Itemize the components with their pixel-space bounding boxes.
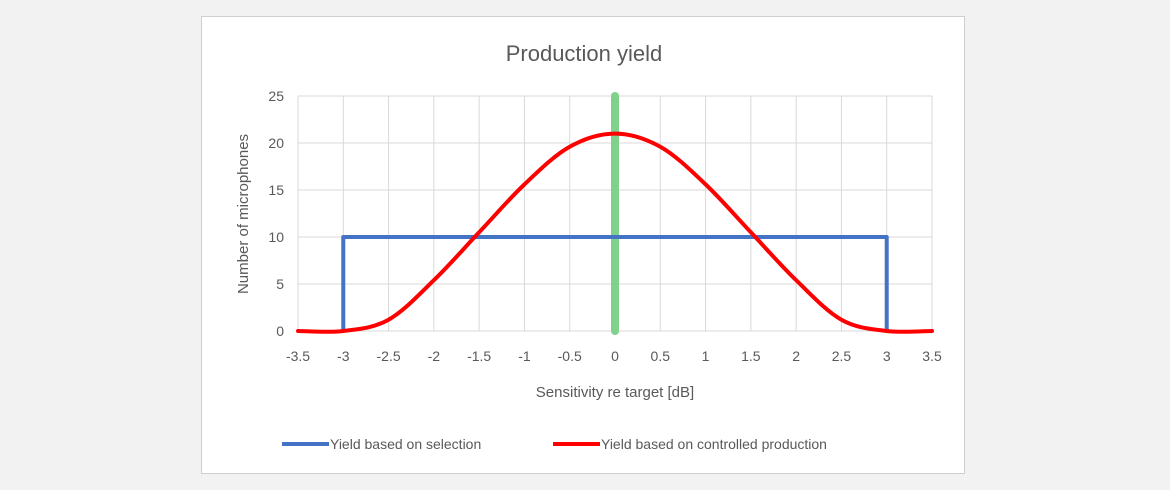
x-tick-label: -1 — [518, 348, 531, 364]
x-tick-label: 1 — [702, 348, 710, 364]
x-axis-ticks: -3.5 -3 -2.5 -2 -1.5 -1 -0.5 0 0.5 1 1.5 2 2.5 3 3.5 — [286, 348, 942, 364]
x-tick-label: 3 — [883, 348, 891, 364]
legend-label-controlled-production: Yield based on controlled production — [601, 436, 827, 452]
y-tick-label: 5 — [276, 276, 284, 292]
legend-label-selection: Yield based on selection — [330, 436, 481, 452]
x-tick-label: -2.5 — [377, 348, 401, 364]
y-tick-label: 0 — [276, 323, 284, 339]
x-tick-label: 2.5 — [832, 348, 852, 364]
y-tick-label: 10 — [268, 229, 284, 245]
x-tick-label: -3 — [337, 348, 350, 364]
series-line-controlled-production — [296, 131, 934, 334]
y-tick-label: 25 — [268, 88, 284, 104]
chart-title: Production yield — [506, 41, 663, 66]
x-tick-label: -0.5 — [558, 348, 582, 364]
y-tick-label: 15 — [268, 182, 284, 198]
y-axis-label: Number of microphones — [235, 134, 252, 294]
x-tick-label: 0 — [611, 348, 619, 364]
chart-frame: Production yield 0 5 10 15 20 25 -3.5 -3 -2.5 -2… — [201, 16, 965, 474]
x-tick-label: -1.5 — [467, 348, 491, 364]
legend: Yield based on selection Yield based on … — [282, 436, 827, 452]
x-tick-label: 1.5 — [741, 348, 761, 364]
x-axis-label: Sensitivity re target [dB] — [536, 384, 694, 401]
x-tick-label: -3.5 — [286, 348, 310, 364]
x-tick-label: 0.5 — [651, 348, 671, 364]
series-line-selection — [341, 235, 889, 333]
series — [296, 92, 934, 335]
x-tick-label: 3.5 — [922, 348, 942, 364]
x-tick-label: 2 — [792, 348, 800, 364]
y-tick-label: 20 — [268, 135, 284, 151]
y-axis-ticks: 0 5 10 15 20 25 — [268, 88, 284, 339]
x-tick-label: -2 — [428, 348, 441, 364]
